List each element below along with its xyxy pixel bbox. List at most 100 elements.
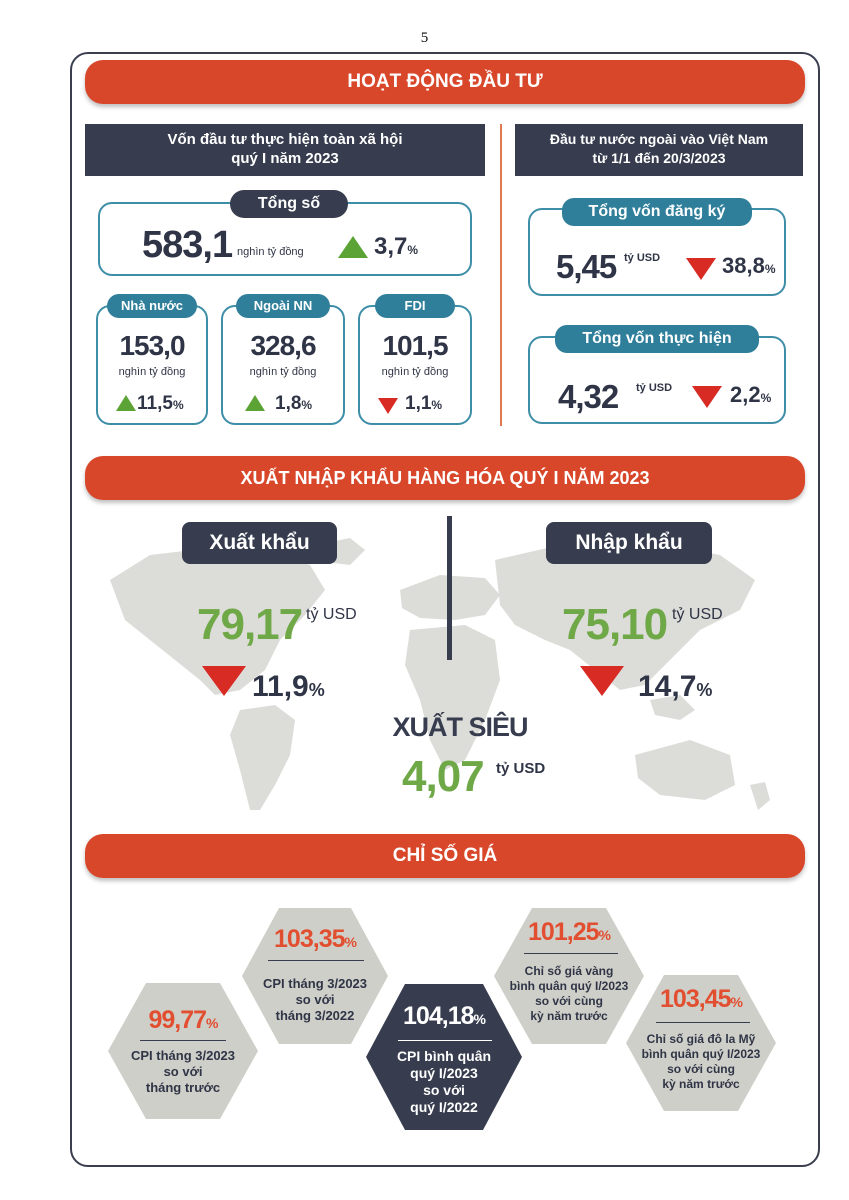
fdi-down-icon — [378, 398, 398, 414]
export-unit: tỷ USD — [306, 606, 357, 623]
hex-gold-rule — [524, 953, 618, 954]
hex-gold-number: 101,25 — [528, 918, 599, 946]
state-change-pct: % — [172, 398, 184, 412]
export-label: Xuất khẩu — [182, 522, 337, 564]
prices-banner: CHỈ SỐ GIÁ — [85, 834, 805, 878]
implemented-label: Tổng vốn thực hiện — [555, 325, 759, 353]
hex-cpi-year-number: 103,35 — [274, 925, 345, 953]
left-header-line-1: Vốn đầu tư thực hiện toàn xã hội — [167, 131, 403, 148]
world-map-graphic — [110, 538, 770, 810]
total-value: 583,1 — [142, 224, 233, 266]
trade-divider — [447, 516, 452, 660]
hex-usd-value: 103,45% — [626, 985, 776, 1014]
hex-usd-line-4: kỳ năm trước — [662, 1077, 740, 1091]
registered-down-icon — [686, 258, 716, 280]
import-change: 14,7% — [638, 670, 712, 704]
hex-cpi-quarter-line-4: quý I/2022 — [410, 1099, 478, 1115]
hex-cpi-month-text: CPI tháng 3/2023 so với tháng trước — [108, 1048, 258, 1096]
left-header-line-2: quý I năm 2023 — [231, 150, 339, 167]
export-value: 79,17 — [197, 600, 303, 649]
hex-cpi-month-line-1: CPI tháng 3/2023 — [130, 1048, 236, 1063]
non-state-box — [221, 305, 345, 425]
hex-gold-text: Chỉ số giá vàng bình quân quý I/2023 so … — [494, 964, 644, 1024]
infographic-frame — [70, 52, 820, 1167]
hex-cpi-quarter-text: CPI bình quân quý I/2023 so với quý I/20… — [366, 1048, 522, 1116]
hex-gold-line-1: Chỉ số giá vàng — [524, 964, 614, 978]
hex-cpi-quarter-value: 104,18% — [366, 1002, 522, 1031]
hex-usd-rule — [656, 1022, 750, 1023]
hex-cpi-month-rule — [140, 1040, 226, 1041]
implemented-change-pct: % — [760, 391, 772, 405]
non-state-value: 328,6 — [250, 330, 316, 361]
hex-gold-line-4: kỳ năm trước — [530, 1009, 608, 1023]
total-change: 3,7% — [374, 233, 418, 261]
hex-usd-number: 103,45 — [660, 985, 731, 1013]
state-change: 11,5% — [137, 393, 184, 415]
import-change-pct: % — [696, 680, 713, 700]
hex-cpi-month-number: 99,77 — [148, 1006, 207, 1034]
hex-usd-text: Chỉ số giá đô la Mỹ bình quân quý I/2023… — [626, 1032, 776, 1092]
registered-value: 5,45 — [556, 248, 617, 285]
surplus-unit: tỷ USD — [496, 760, 546, 777]
implemented-change: 2,2% — [730, 382, 771, 408]
hex-usd-line-1: Chỉ số giá đô la Mỹ — [646, 1032, 756, 1046]
state-box — [96, 305, 208, 425]
hex-usd-line-3: so với cùng — [667, 1062, 735, 1076]
total-up-icon — [338, 236, 368, 258]
hex-cpi-year-value: 103,35% — [242, 925, 388, 954]
page-number: 5 — [420, 30, 429, 46]
non-state-change-value: 1,8 — [275, 393, 302, 414]
surplus-value: 4,07 — [402, 752, 485, 801]
non-state-change-pct: % — [301, 398, 313, 412]
total-change-value: 3,7 — [374, 233, 408, 260]
fdi-change-value: 1,1 — [405, 393, 432, 414]
hex-cpi-quarter-number: 104,18 — [403, 1002, 474, 1030]
total-label: Tổng số — [230, 190, 348, 218]
non-state-up-icon — [245, 395, 265, 411]
fdi-value: 101,5 — [382, 330, 448, 361]
hex-cpi-month-line-2: so với — [163, 1064, 203, 1079]
implemented-down-icon — [692, 386, 722, 408]
hex-cpi-quarter-line-1: CPI bình quân — [396, 1048, 492, 1064]
export-down-icon — [202, 666, 246, 696]
total-unit: nghìn tỷ đồng — [237, 246, 304, 258]
total-change-pct: % — [407, 243, 419, 257]
registered-change-value: 38,8 — [722, 253, 765, 278]
surplus-label: XUẤT SIÊU — [392, 712, 528, 742]
hex-cpi-year — [242, 908, 388, 1044]
import-value: 75,10 — [562, 600, 668, 649]
export-change: 11,9% — [252, 670, 325, 704]
non-state-unit: nghìn tỷ đồng — [249, 366, 317, 378]
hex-usd-line-2: bình quân quý I/2023 — [641, 1047, 761, 1061]
state-value: 153,0 — [119, 330, 185, 361]
implemented-change-value: 2,2 — [730, 382, 761, 407]
hex-cpi-year-line-1: CPI tháng 3/2023 — [262, 976, 368, 991]
trade-title: XUẤT NHẬP KHẨU HÀNG HÓA QUÝ I NĂM 2023 — [240, 468, 650, 488]
hex-cpi-month — [108, 983, 258, 1119]
export-change-value: 11,9 — [252, 670, 309, 703]
hex-cpi-quarter-rule — [398, 1040, 492, 1041]
non-state-label: Ngoài NN — [236, 294, 330, 318]
hex-cpi-year-line-3: tháng 3/2022 — [275, 1008, 355, 1023]
implemented-value: 4,32 — [558, 378, 619, 415]
non-state-change: 1,8% — [275, 393, 312, 415]
hex-cpi-month-pct: % — [206, 1015, 218, 1031]
registered-change-pct: % — [764, 262, 776, 276]
hex-cpi-year-rule — [268, 960, 364, 961]
implemented-unit: tỷ USD — [636, 382, 673, 394]
left-header: Vốn đầu tư thực hiện toàn xã hội quý I n… — [85, 124, 485, 176]
hex-cpi-year-line-2: so với — [295, 992, 335, 1007]
hex-cpi-year-pct: % — [344, 934, 357, 950]
hex-usd-pct: % — [730, 994, 743, 1010]
state-change-value: 11,5 — [137, 393, 173, 414]
prices-title: CHỈ SỐ GIÁ — [392, 845, 498, 866]
section-divider — [500, 124, 502, 426]
state-label: Nhà nước — [107, 294, 197, 318]
hex-cpi-month-value: 99,77% — [108, 1006, 258, 1035]
hex-usd — [626, 975, 776, 1111]
hex-cpi-quarter — [366, 984, 522, 1130]
state-up-icon — [116, 395, 136, 411]
right-header: Đầu tư nước ngoài vào Việt Nam từ 1/1 đế… — [515, 124, 803, 176]
investment-title: HOẠT ĐỘNG ĐẦU TƯ — [347, 71, 543, 92]
fdi-unit: nghìn tỷ đồng — [381, 366, 449, 378]
